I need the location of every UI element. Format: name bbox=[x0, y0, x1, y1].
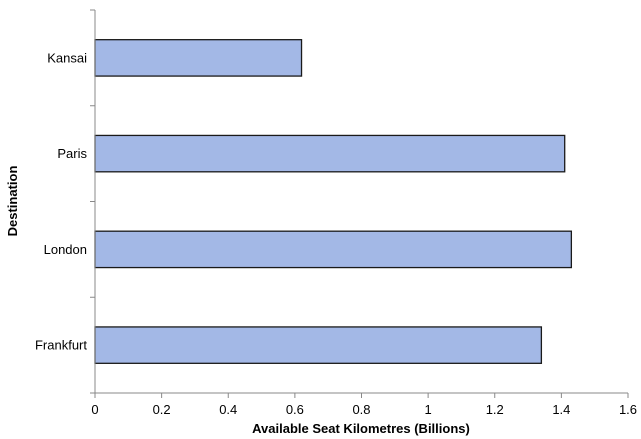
x-tick-label: 0.4 bbox=[219, 402, 237, 417]
x-tick-label: 0.2 bbox=[153, 402, 171, 417]
y-tick-label-kansai: Kansai bbox=[47, 50, 87, 65]
x-axis-title: Available Seat Kilometres (Billions) bbox=[252, 421, 470, 436]
bar-london bbox=[94, 230, 573, 269]
y-axis-title: Destination bbox=[5, 166, 20, 237]
bars-layer bbox=[94, 39, 573, 364]
x-tick-label: 1.2 bbox=[486, 402, 504, 417]
x-tick-label: 0.8 bbox=[352, 402, 370, 417]
y-axis-ticks: Frankfurt London Paris Kansai bbox=[35, 9, 95, 394]
bar-frankfurt bbox=[94, 326, 543, 364]
x-tick-label: 0.6 bbox=[286, 402, 304, 417]
y-tick-label-paris: Paris bbox=[57, 146, 87, 161]
x-axis-ticks: 0 0.2 0.4 0.6 0.8 1 1.2 1.4 1.6 bbox=[91, 393, 637, 417]
x-tick-label: 1 bbox=[425, 402, 432, 417]
y-tick-label-frankfurt: Frankfurt bbox=[35, 338, 87, 353]
x-tick-label: 1.4 bbox=[552, 402, 570, 417]
x-tick-label: 1.6 bbox=[619, 402, 637, 417]
x-tick-label: 0 bbox=[91, 402, 98, 417]
y-tick-label-london: London bbox=[44, 242, 87, 257]
bar-paris bbox=[94, 134, 566, 173]
bar-kansai bbox=[94, 39, 303, 77]
